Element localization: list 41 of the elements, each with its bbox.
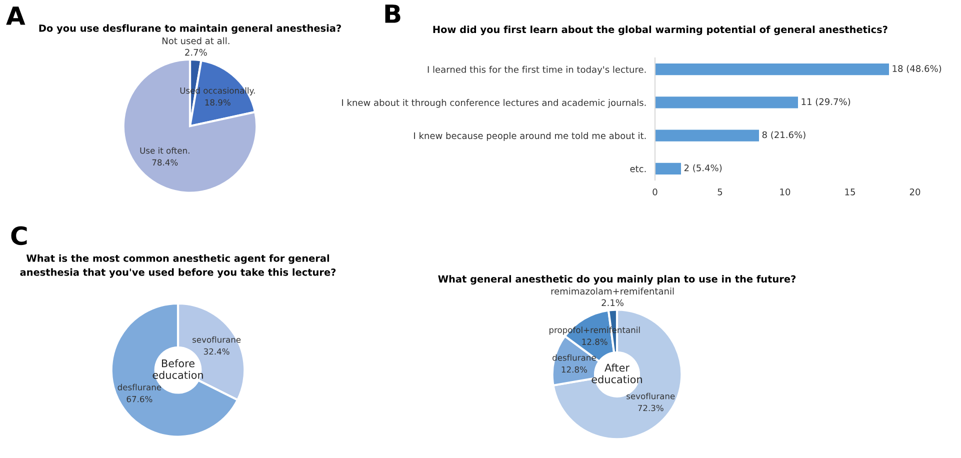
data-label: 2.1% bbox=[602, 299, 624, 306]
slice-label: Not used at all. bbox=[162, 37, 230, 44]
data-label: 72.3% bbox=[638, 404, 664, 412]
data-label: 32.4% bbox=[204, 348, 230, 355]
y-tick-label: I knew about it through conference lectures and academic journals. bbox=[342, 99, 646, 108]
text: A bbox=[6, 6, 26, 25]
x-tick-label: 10 bbox=[780, 188, 790, 196]
chart-title: How did you first learn about the global warming potential of general anesthetics? bbox=[433, 26, 888, 36]
text: B bbox=[385, 4, 400, 23]
data-label: 12.8% bbox=[582, 338, 608, 345]
slice-label: remimazolam+remifentanil bbox=[551, 288, 674, 295]
y-tick-label: etc. bbox=[630, 166, 646, 172]
data-label: 2.7% bbox=[185, 48, 207, 56]
pie-slice bbox=[122, 58, 258, 194]
chart-title: What is the most common anesthetic agent for general anesthesia that you've used before you take this lecture? bbox=[20, 254, 336, 278]
data-label: 11 (29.7%) bbox=[802, 98, 850, 106]
bar bbox=[655, 96, 798, 108]
x-tick-label: 20 bbox=[910, 188, 920, 196]
slice-label: desflurane bbox=[118, 384, 162, 390]
slice-label: sevoflurane bbox=[626, 392, 675, 400]
y-tick-label: I learned this for the first time in today's lecture. bbox=[428, 66, 646, 75]
bar bbox=[655, 64, 889, 76]
bar bbox=[655, 130, 759, 142]
slice-label: Use it often. bbox=[140, 147, 190, 154]
bar bbox=[655, 162, 681, 174]
y-tick-label: I knew because people around me told me about it. bbox=[414, 132, 646, 141]
text: C bbox=[11, 226, 27, 246]
data-label: 12.8% bbox=[562, 366, 587, 373]
slice-label: sevoflurane bbox=[192, 336, 241, 343]
x-tick-label: 0 bbox=[652, 188, 658, 196]
data-label: 18.9% bbox=[205, 99, 230, 106]
x-tick-label: 15 bbox=[845, 188, 855, 196]
data-label: 78.4% bbox=[152, 159, 178, 166]
data-label: 8 (21.6%) bbox=[762, 131, 806, 140]
x-tick-label: 5 bbox=[718, 188, 722, 196]
data-label: 18 (48.6%) bbox=[892, 64, 942, 74]
chart-title: Do you use desflurane to maintain general anesthesia? bbox=[39, 24, 341, 34]
data-label: 2 (5.4%) bbox=[684, 164, 722, 172]
text: After education bbox=[592, 364, 642, 384]
data-label: 67.6% bbox=[126, 396, 152, 402]
chart-title: What general anesthetic do you mainly plan to use in the future? bbox=[438, 275, 796, 285]
